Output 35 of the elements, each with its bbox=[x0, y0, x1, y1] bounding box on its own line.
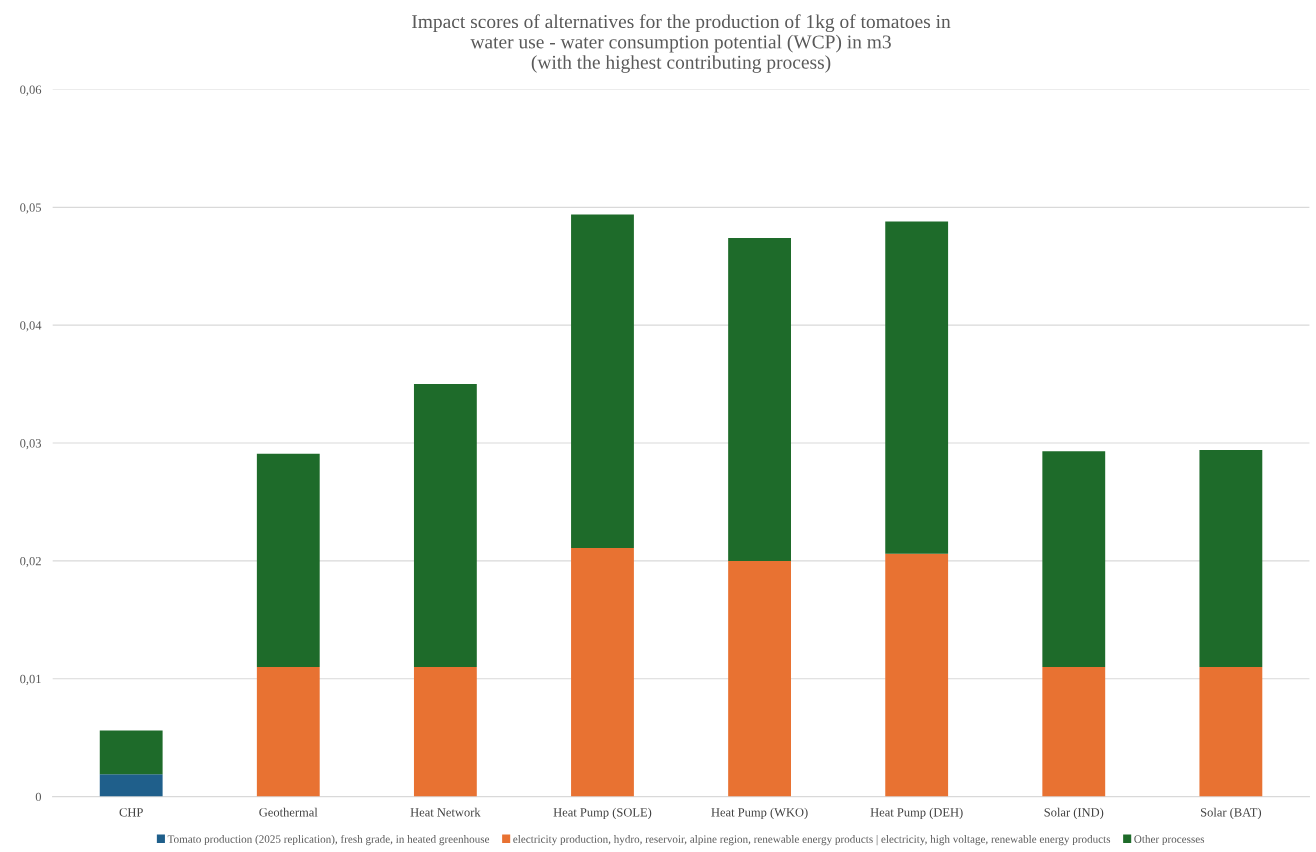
bar bbox=[1199, 666, 1263, 797]
legend-label: Other processes bbox=[1134, 835, 1205, 846]
bar bbox=[571, 547, 634, 797]
bar bbox=[571, 214, 634, 548]
x-tick-label: Solar (BAT) bbox=[1200, 807, 1262, 820]
y-tick-label: 0,01 bbox=[20, 674, 41, 686]
x-tick-label: Heat Pump (DEH) bbox=[870, 807, 963, 820]
y-tick-label: 0,05 bbox=[20, 203, 42, 214]
x-tick-label: Heat Pump (WKO) bbox=[711, 807, 808, 820]
bar bbox=[99, 730, 163, 775]
y-tick-label: 0,04 bbox=[20, 321, 42, 332]
chart-title: Impact scores of alternatives for the production of 1kg of tomatoes in water use - water consumption potential (WCP) in m3 (with the highest contributing process) bbox=[412, 14, 951, 73]
x-tick-label: Geothermal bbox=[259, 807, 318, 817]
legend-label: electricity production, hydro, reservoir, alpine region, renewable energy products | electricity, high voltage, renewable energy products bbox=[513, 835, 1111, 846]
x-tick-label: CHP bbox=[119, 808, 143, 817]
bar bbox=[885, 221, 949, 554]
bar bbox=[728, 237, 791, 561]
bar bbox=[728, 560, 791, 797]
bar bbox=[1199, 450, 1263, 667]
legend-label: Tomato production (2025 replication), fresh grade, in heated greenhouse bbox=[167, 834, 490, 846]
bar bbox=[413, 384, 477, 667]
x-tick-label: Heat Pump (SOLE) bbox=[553, 807, 652, 820]
bar bbox=[256, 666, 320, 797]
y-tick-label: 0,03 bbox=[20, 439, 42, 450]
bar bbox=[885, 553, 949, 797]
x-tick-label: Solar (IND) bbox=[1044, 807, 1104, 820]
y-tick-label: 0 bbox=[35, 792, 42, 802]
bar bbox=[256, 453, 320, 667]
bar bbox=[99, 774, 163, 797]
bar bbox=[1042, 666, 1106, 797]
bar bbox=[1042, 451, 1106, 667]
x-tick-label: Heat Network bbox=[410, 807, 481, 817]
y-tick-label: 0,06 bbox=[20, 85, 42, 96]
bar bbox=[413, 666, 477, 797]
y-tick-label: 0,02 bbox=[20, 556, 41, 568]
